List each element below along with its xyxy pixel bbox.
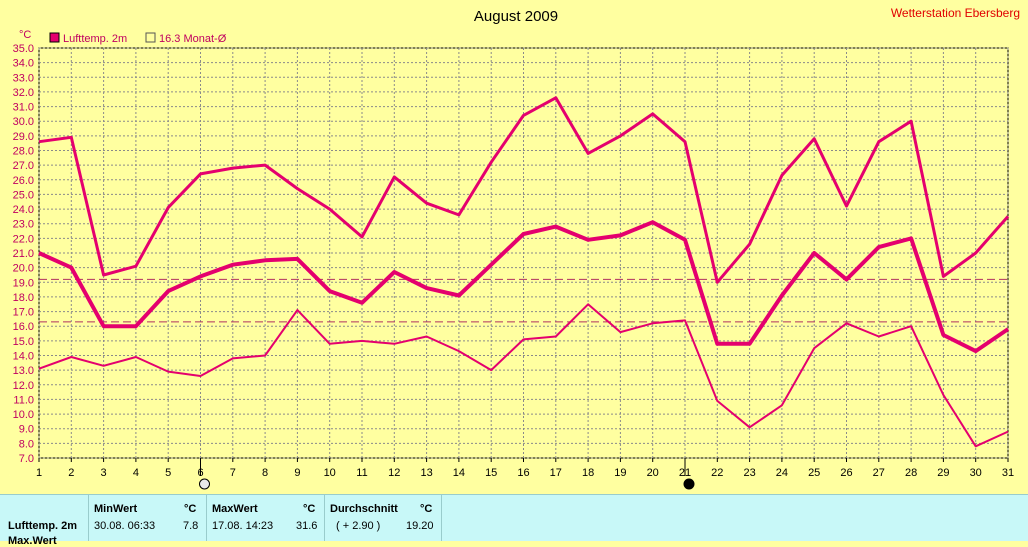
x-tick-label: 12 bbox=[388, 467, 400, 479]
y-tick-label: 13.0 bbox=[13, 365, 34, 377]
y-tick-label: 9.0 bbox=[19, 424, 34, 436]
x-tick-label: 2 bbox=[68, 467, 74, 479]
x-tick-label: 15 bbox=[485, 467, 497, 479]
series-lines bbox=[38, 96, 1010, 448]
x-tick-label: 18 bbox=[582, 467, 594, 479]
y-tick-label: 20.0 bbox=[13, 263, 34, 275]
y-tick-label: 33.0 bbox=[13, 72, 34, 84]
x-tick-label: 11 bbox=[356, 467, 367, 479]
avg-unit: °C bbox=[420, 503, 433, 515]
x-tick-label: 14 bbox=[453, 467, 465, 479]
series-line bbox=[38, 303, 1009, 448]
x-axis-ticks: 1234567891011121314151617181920212223242… bbox=[36, 458, 1014, 479]
max-unit: °C bbox=[303, 503, 316, 515]
y-tick-label: 31.0 bbox=[13, 102, 34, 114]
x-tick-label: 26 bbox=[840, 467, 852, 479]
x-tick-label: 27 bbox=[873, 467, 885, 479]
min-value: 7.8 bbox=[183, 520, 199, 532]
y-tick-label: 18.0 bbox=[13, 292, 34, 304]
moon-markers bbox=[199, 458, 695, 490]
avg-header: Durchschnitt bbox=[330, 503, 398, 515]
series-line bbox=[38, 96, 1010, 284]
x-tick-label: 22 bbox=[711, 467, 723, 479]
y-tick-label: 32.0 bbox=[13, 87, 34, 99]
x-tick-label: 16 bbox=[517, 467, 529, 479]
x-tick-label: 29 bbox=[937, 467, 949, 479]
x-tick-label: 5 bbox=[165, 467, 171, 479]
max-value: 31.6 bbox=[296, 520, 318, 532]
y-axis-ticks: 35.0 34.0 33.0 32.0 31.0 30.0 29.0 28.0 27.0 26.0… bbox=[13, 43, 34, 465]
x-tick-label: 24 bbox=[776, 467, 788, 479]
x-tick-label: 28 bbox=[905, 467, 917, 479]
legend-avg-label: 16.3 Monat-Ø bbox=[159, 33, 227, 45]
x-tick-label: 31 bbox=[1002, 467, 1014, 479]
y-tick-label: 29.0 bbox=[13, 131, 34, 143]
max-time: 17.08. 14:23 bbox=[212, 520, 274, 532]
max-header: MaxWert bbox=[212, 503, 258, 515]
y-tick-label: 23.0 bbox=[13, 219, 34, 231]
y-tick-label: 12.0 bbox=[13, 380, 34, 392]
y-tick-label: 22.0 bbox=[13, 233, 34, 245]
min-header: MinWert bbox=[94, 503, 138, 515]
y-tick-label: 19.0 bbox=[13, 277, 34, 289]
y-tick-label: 14.0 bbox=[13, 351, 34, 363]
y-tick-label: 27.0 bbox=[13, 160, 34, 172]
stats-row2-label: Max.Wert bbox=[8, 535, 57, 547]
y-tick-label: 17.0 bbox=[13, 307, 34, 319]
new-moon-icon bbox=[683, 478, 695, 490]
x-tick-label: 13 bbox=[420, 467, 432, 479]
y-tick-label: 8.0 bbox=[19, 438, 34, 450]
x-tick-label: 7 bbox=[230, 467, 236, 479]
series-line bbox=[38, 220, 1010, 354]
x-tick-label: 3 bbox=[101, 467, 107, 479]
x-tick-label: 4 bbox=[133, 467, 139, 479]
min-time: 30.08. 06:33 bbox=[94, 520, 156, 532]
avg-value: 19.20 bbox=[406, 520, 434, 532]
y-tick-label: 28.0 bbox=[13, 146, 34, 158]
y-tick-label: 10.0 bbox=[13, 409, 34, 421]
y-tick-label: 24.0 bbox=[13, 204, 34, 216]
y-tick-label: 26.0 bbox=[13, 175, 34, 187]
y-tick-label: 16.0 bbox=[13, 321, 34, 333]
legend-series-swatch bbox=[49, 32, 60, 43]
y-tick-label: 15.0 bbox=[13, 336, 34, 348]
full-moon-icon bbox=[199, 478, 210, 490]
x-tick-label: 10 bbox=[324, 467, 336, 479]
grid bbox=[38, 47, 1009, 459]
min-unit: °C bbox=[184, 503, 197, 515]
x-tick-label: 20 bbox=[647, 467, 659, 479]
stats-panel: MinWert °C MaxWert °C Durchschnitt °C Lu… bbox=[0, 494, 1028, 547]
x-tick-label: 8 bbox=[262, 467, 268, 479]
station-name: Wetterstation Ebersberg bbox=[891, 6, 1020, 20]
chart-title: August 2009 bbox=[474, 8, 558, 25]
x-tick-label: 9 bbox=[294, 467, 300, 479]
chart: August 2009 Wetterstation Ebersberg °C L… bbox=[13, 6, 1020, 490]
x-tick-label: 19 bbox=[614, 467, 626, 479]
y-tick-label: 34.0 bbox=[13, 58, 34, 70]
y-tick-label: 7.0 bbox=[19, 453, 34, 465]
x-tick-label: 17 bbox=[550, 467, 562, 479]
x-tick-label: 25 bbox=[808, 467, 820, 479]
stats-row-label: Lufttemp. 2m bbox=[8, 520, 78, 532]
y-tick-label: 25.0 bbox=[13, 189, 34, 201]
y-tick-label: 11.0 bbox=[13, 394, 34, 406]
x-tick-label: 23 bbox=[743, 467, 755, 479]
legend-series-label: Lufttemp. 2m bbox=[63, 33, 127, 45]
y-tick-label: 30.0 bbox=[13, 116, 34, 128]
x-tick-label: 1 bbox=[36, 467, 42, 479]
x-tick-label: 30 bbox=[970, 467, 982, 479]
avg-delta: ( + 2.90 ) bbox=[336, 520, 381, 532]
y-unit-label: °C bbox=[19, 29, 31, 41]
y-tick-label: 21.0 bbox=[13, 248, 34, 260]
legend-avg-swatch bbox=[145, 32, 156, 43]
y-tick-label: 35.0 bbox=[13, 43, 34, 55]
